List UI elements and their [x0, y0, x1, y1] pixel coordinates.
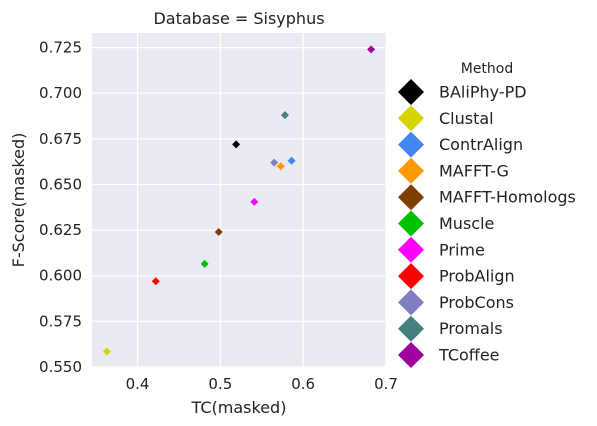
x-tick-label: 0.4 — [126, 375, 150, 393]
legend: Method BAliPhy-PD Clustal ContrAlign MAFFT-… — [398, 61, 576, 368]
x-axis-label: TC(masked) — [191, 398, 287, 417]
legend-label: MAFFT-Homologs — [439, 188, 576, 207]
plot-area — [92, 33, 386, 367]
legend-label: ProbCons — [439, 293, 514, 312]
legend-marker — [398, 342, 424, 368]
legend-marker — [398, 132, 424, 158]
x-tick-label: 0.5 — [208, 375, 232, 393]
legend-marker — [398, 184, 424, 210]
legend-marker — [398, 211, 424, 237]
legend-label: Promals — [439, 319, 503, 338]
y-tick-label: 0.725 — [39, 39, 82, 57]
y-tick-label: 0.600 — [39, 267, 82, 285]
legend-title: Method — [461, 61, 514, 77]
y-tick-label: 0.575 — [39, 312, 82, 330]
legend-label: ContrAlign — [439, 135, 523, 154]
chart-title: Database = Sisyphus — [153, 9, 324, 28]
legend-marker — [398, 158, 424, 184]
legend-marker — [398, 237, 424, 263]
y-tick-label: 0.700 — [39, 84, 82, 102]
legend-items: BAliPhy-PD Clustal ContrAlign MAFFT-G MAFFT-… — [398, 79, 576, 368]
legend-marker — [398, 263, 424, 289]
legend-label: MAFFT-G — [439, 161, 509, 180]
y-tick-label: 0.625 — [39, 221, 82, 239]
y-tick-label: 0.550 — [39, 358, 82, 376]
legend-label: Prime — [439, 240, 485, 259]
legend-marker — [398, 105, 424, 131]
legend-label: ProbAlign — [439, 267, 515, 286]
legend-label: TCoffee — [438, 346, 500, 365]
legend-label: Muscle — [439, 214, 494, 233]
y-tick-label: 0.650 — [39, 175, 82, 193]
x-tick-label: 0.7 — [374, 375, 398, 393]
legend-marker — [398, 289, 424, 315]
x-tick-label: 0.6 — [291, 375, 315, 393]
legend-marker — [398, 316, 424, 342]
legend-label: Clustal — [439, 109, 494, 128]
y-tick-label: 0.675 — [39, 130, 82, 148]
legend-label: BAliPhy-PD — [439, 83, 527, 102]
legend-marker — [398, 79, 424, 105]
y-axis-label: F-Score(masked) — [9, 133, 28, 268]
